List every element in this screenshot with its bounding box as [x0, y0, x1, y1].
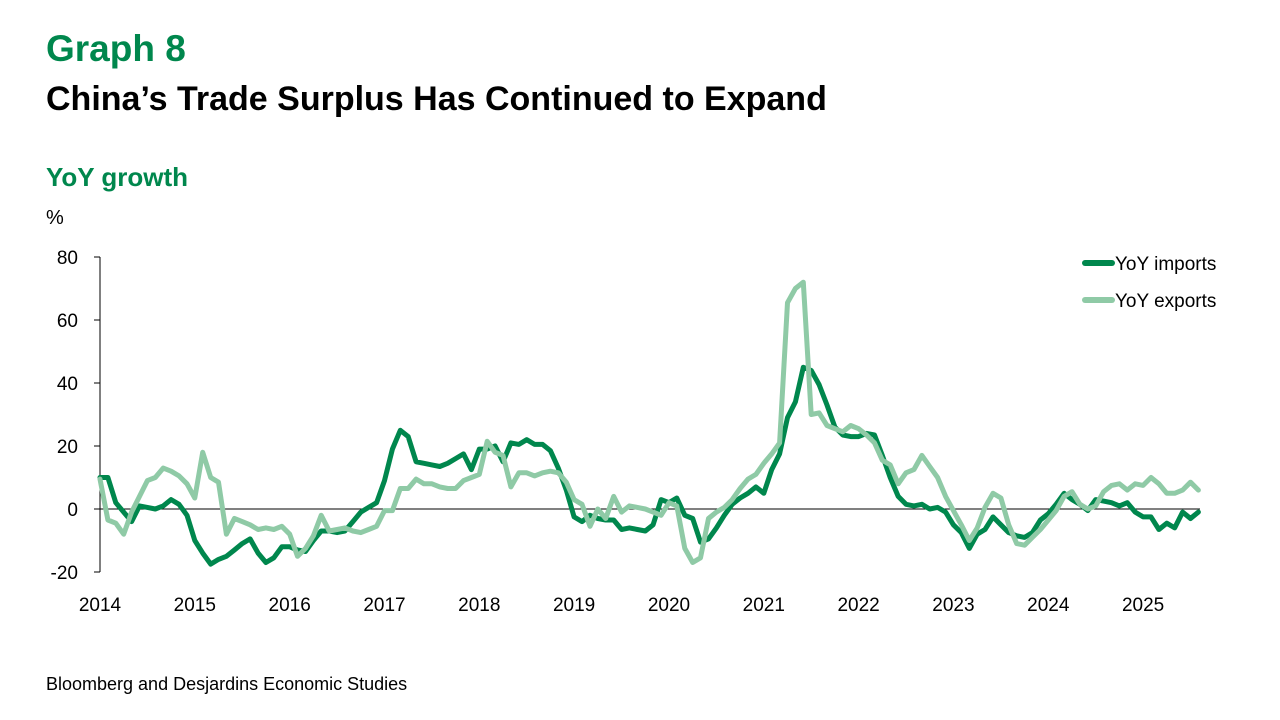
y-axis-unit-label: %	[46, 207, 64, 229]
x-tick-label: 2019	[553, 595, 595, 616]
y-tick-label: 20	[57, 437, 78, 458]
chart-title: China’s Trade Surplus Has Continued to E…	[46, 80, 827, 118]
legend-label: YoY imports	[1115, 254, 1216, 275]
graph-number: Graph 8	[46, 28, 186, 69]
x-tick-label: 2017	[363, 595, 405, 616]
chart-subtitle: YoY growth	[46, 162, 189, 192]
chart-series	[97, 279, 1201, 567]
chart-axes: -20 0 20 40 60 80 2014 2015 2016 2017 2018 2019 2020…	[51, 248, 1200, 616]
x-tick-label: 2018	[458, 595, 500, 616]
y-tick-label: 80	[57, 248, 78, 269]
x-tick-label: 2015	[174, 595, 216, 616]
chart-legend: YoY imports YoY exports	[1082, 254, 1216, 312]
y-tick-label: 60	[57, 311, 78, 332]
x-tick-label: 2023	[932, 595, 974, 616]
y-tick-label: 0	[67, 500, 78, 521]
y-tick-label: 40	[57, 374, 78, 395]
source-note: Bloomberg and Desjardins Economic Studie…	[46, 674, 408, 694]
x-tick-label: 2022	[837, 595, 879, 616]
legend-label: YoY exports	[1115, 291, 1216, 312]
x-tick-label: 2021	[743, 595, 785, 616]
y-tick-label: -20	[51, 563, 78, 584]
x-tick-label: 2025	[1122, 595, 1164, 616]
line-chart: -20 0 20 40 60 80 2014 2015 2016 2017 2018 2019 2020…	[51, 248, 1217, 616]
x-tick-label: 2014	[79, 595, 122, 616]
x-tick-label: 2024	[1027, 595, 1070, 616]
x-tick-label: 2020	[648, 595, 690, 616]
series-line-yoy-exports	[97, 279, 1201, 565]
x-tick-label: 2016	[269, 595, 311, 616]
